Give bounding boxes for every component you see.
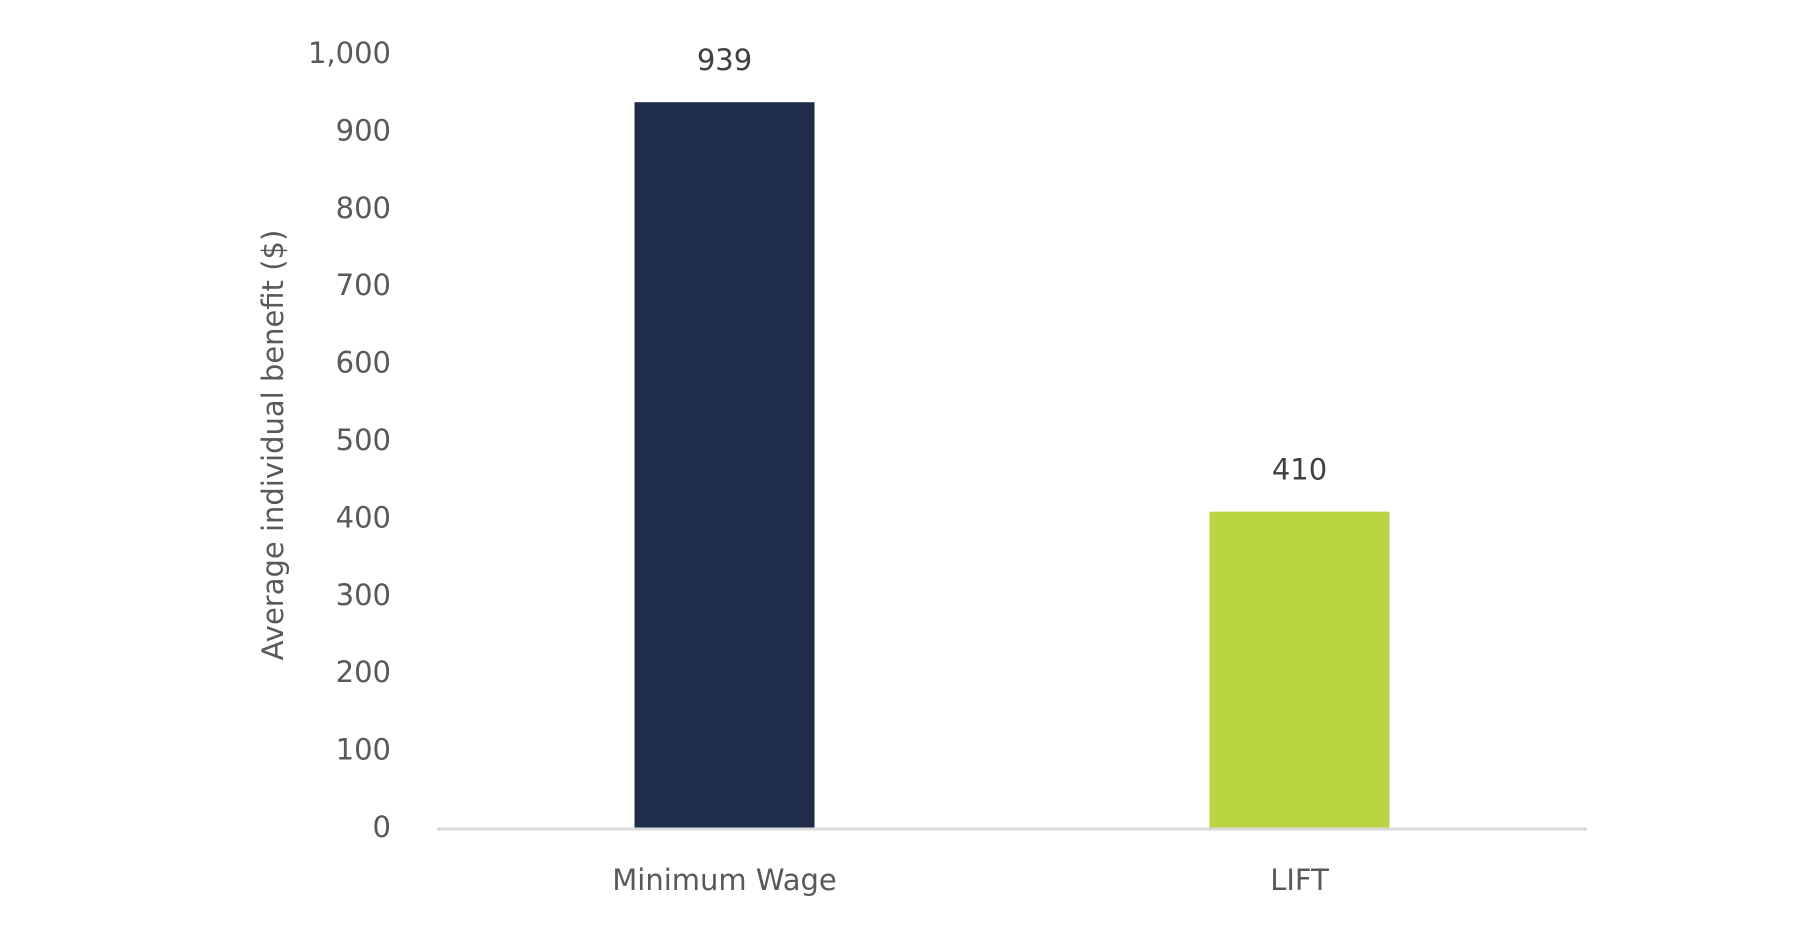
y-tick-label: 400 bbox=[336, 500, 391, 534]
y-tick-label: 800 bbox=[336, 191, 391, 225]
x-tick-label: Minimum Wage bbox=[612, 863, 836, 897]
y-tick-label: 100 bbox=[336, 733, 391, 767]
y-tick-label: 200 bbox=[336, 655, 391, 689]
y-axis-title: Average individual benefit ($) bbox=[256, 230, 290, 661]
y-tick-label: 900 bbox=[336, 113, 391, 147]
y-tick-label: 700 bbox=[336, 268, 391, 302]
y-tick-label: 0 bbox=[373, 810, 391, 844]
y-tick-label: 500 bbox=[336, 423, 391, 457]
value-label: 939 bbox=[697, 43, 752, 77]
bar bbox=[634, 102, 815, 830]
x-tick-label: LIFT bbox=[1270, 863, 1329, 897]
value-label: 410 bbox=[1272, 453, 1327, 487]
y-tick-label: 1,000 bbox=[308, 36, 391, 70]
y-tick-label: 600 bbox=[336, 346, 391, 380]
bar bbox=[1209, 511, 1390, 829]
y-tick-label: 300 bbox=[336, 578, 391, 612]
